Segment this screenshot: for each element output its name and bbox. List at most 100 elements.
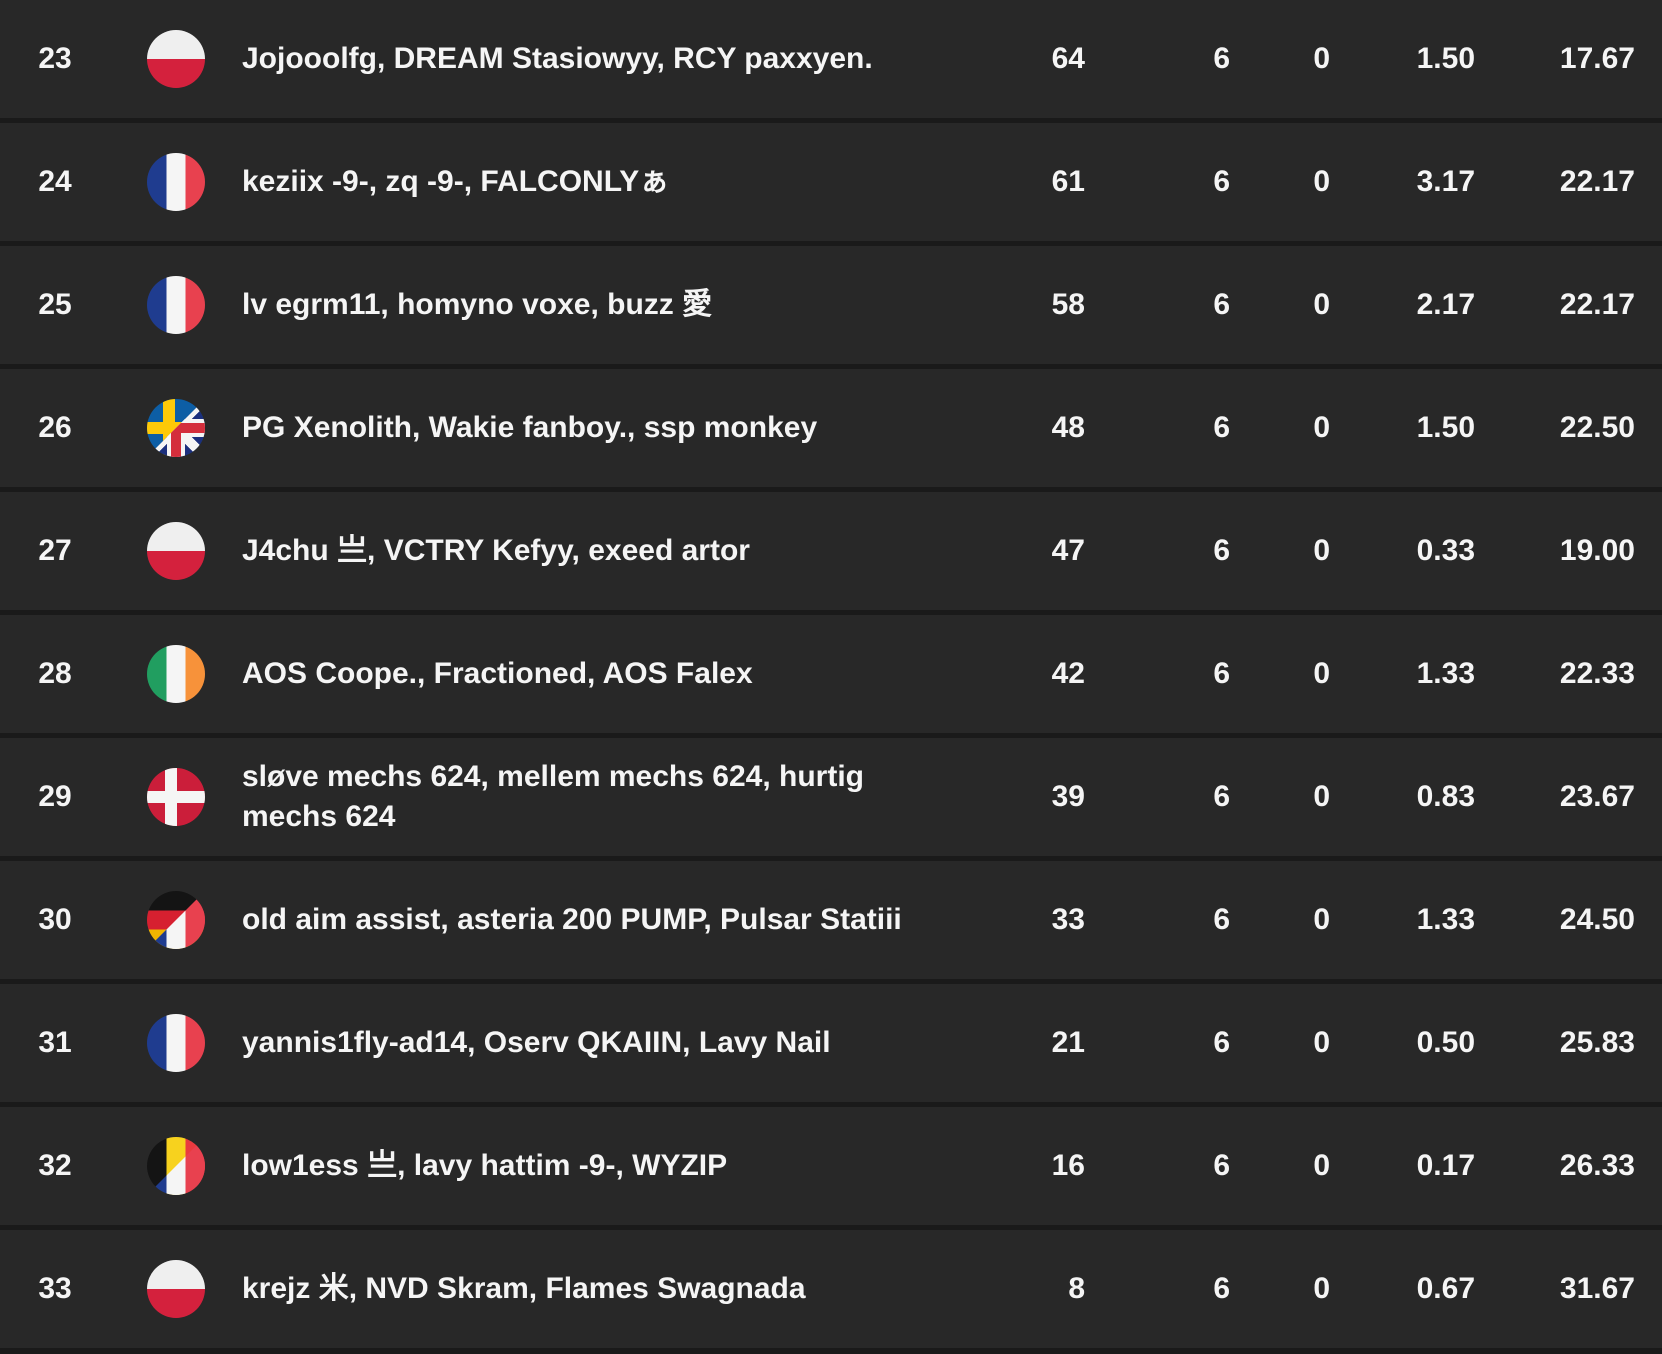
stat-matches: 6 <box>1213 1149 1230 1182</box>
stat-ratio: 0.50 <box>1416 1026 1475 1059</box>
rank-number: 32 <box>38 1149 72 1182</box>
rank-number: 33 <box>38 1272 72 1305</box>
flag-cell <box>110 1260 242 1318</box>
table-row[interactable]: 23 Jojooolfg, DREAM Stasiowyy, RCY paxxy… <box>0 0 1662 118</box>
team-players-label: keziix -9-, zq -9-, FALCONLYぁ <box>242 164 670 198</box>
rank-number: 30 <box>38 903 72 936</box>
table-row[interactable]: 32 low1ess 亗, lavy hattim -9-, WYZIP 16 … <box>0 1107 1662 1225</box>
flag-poland-icon <box>147 522 205 580</box>
flag-germany-france-icon <box>147 891 205 949</box>
stat-ratio: 1.50 <box>1416 411 1475 444</box>
rank-number: 24 <box>38 165 72 198</box>
stat-points: 42 <box>1051 657 1085 690</box>
stat-average: 22.17 <box>1559 288 1635 321</box>
table-row[interactable]: 27 J4chu 亗, VCTRY Kefyy, exeed artor 47 … <box>0 492 1662 610</box>
flag-cell <box>110 1137 242 1195</box>
table-row[interactable]: 25 lv egrm11, homyno voxe, buzz 愛 58 6 0… <box>0 246 1662 364</box>
flag-ireland-icon <box>147 645 205 703</box>
table-row[interactable]: 24 keziix -9-, zq -9-, FALCONLYぁ 61 6 0 … <box>0 123 1662 241</box>
flag-france-icon <box>147 1014 205 1072</box>
stat-zero: 0 <box>1313 903 1330 936</box>
stat-zero: 0 <box>1313 534 1330 567</box>
team-players-label: low1ess 亗, lavy hattim -9-, WYZIP <box>242 1148 728 1182</box>
stat-matches: 6 <box>1213 1026 1230 1059</box>
stat-average: 26.33 <box>1559 1149 1635 1182</box>
flag-cell <box>110 522 242 580</box>
table-row[interactable]: 31 yannis1fly-ad14, Oserv QKAIIN, Lavy N… <box>0 984 1662 1102</box>
team-players-label: lv egrm11, homyno voxe, buzz 愛 <box>242 287 713 321</box>
stat-zero: 0 <box>1313 780 1330 813</box>
flag-cell <box>110 399 242 457</box>
rank-number: 26 <box>38 411 72 444</box>
team-players-label: J4chu 亗, VCTRY Kefyy, exeed artor <box>242 533 750 567</box>
stat-average: 22.17 <box>1559 165 1635 198</box>
stat-points: 64 <box>1051 42 1085 75</box>
stat-average: 19.00 <box>1559 534 1635 567</box>
stat-matches: 6 <box>1213 903 1230 936</box>
stat-ratio: 2.17 <box>1416 288 1475 321</box>
rank-number: 23 <box>38 42 72 75</box>
stat-average: 22.50 <box>1559 411 1635 444</box>
flag-poland-icon <box>147 1260 205 1318</box>
stat-average: 31.67 <box>1559 1272 1635 1305</box>
flag-sweden-uk-icon <box>147 399 205 457</box>
stat-zero: 0 <box>1313 1272 1330 1305</box>
flag-cell <box>110 891 242 949</box>
stat-ratio: 0.83 <box>1416 780 1475 813</box>
stat-average: 17.67 <box>1559 42 1635 75</box>
flag-cell <box>110 276 242 334</box>
stat-points: 58 <box>1051 288 1085 321</box>
flag-cell <box>110 768 242 826</box>
rank-number: 29 <box>38 780 72 813</box>
stat-average: 25.83 <box>1559 1026 1635 1059</box>
rank-number: 28 <box>38 657 72 690</box>
stat-ratio: 0.17 <box>1416 1149 1475 1182</box>
flag-denmark-icon <box>147 768 205 826</box>
team-players-label: yannis1fly-ad14, Oserv QKAIIN, Lavy Nail <box>242 1025 831 1059</box>
stat-matches: 6 <box>1213 42 1230 75</box>
rank-number: 27 <box>38 534 72 567</box>
stat-zero: 0 <box>1313 165 1330 198</box>
rank-number: 25 <box>38 288 72 321</box>
stat-zero: 0 <box>1313 42 1330 75</box>
flag-cell <box>110 645 242 703</box>
stat-average: 22.33 <box>1559 657 1635 690</box>
table-row[interactable]: 26 PG Xenolith, Wakie fanboy., ssp monke… <box>0 369 1662 487</box>
table-row[interactable]: 33 krejz 米, NVD Skram, Flames Swagnada 8… <box>0 1230 1662 1348</box>
flag-poland-icon <box>147 30 205 88</box>
stat-matches: 6 <box>1213 288 1230 321</box>
rank-number: 31 <box>38 1026 72 1059</box>
stat-points: 48 <box>1051 411 1085 444</box>
stat-points: 61 <box>1051 165 1085 198</box>
stat-zero: 0 <box>1313 657 1330 690</box>
stat-matches: 6 <box>1213 534 1230 567</box>
stat-ratio: 0.33 <box>1416 534 1475 567</box>
stat-ratio: 3.17 <box>1416 165 1475 198</box>
stat-ratio: 1.33 <box>1416 903 1475 936</box>
stat-points: 47 <box>1051 534 1085 567</box>
flag-france-icon <box>147 276 205 334</box>
stat-matches: 6 <box>1213 411 1230 444</box>
flag-cell <box>110 1014 242 1072</box>
stat-points: 33 <box>1051 903 1085 936</box>
table-row[interactable]: 28 AOS Coope., Fractioned, AOS Falex 42 … <box>0 615 1662 733</box>
team-players-label: krejz 米, NVD Skram, Flames Swagnada <box>242 1271 806 1305</box>
stat-points: 8 <box>1068 1272 1085 1305</box>
stat-points: 21 <box>1051 1026 1085 1059</box>
stat-zero: 0 <box>1313 1149 1330 1182</box>
table-row[interactable]: 29 sløve mechs 624, mellem mechs 624, hu… <box>0 738 1662 856</box>
table-row[interactable]: 30 old aim assist, asteria 200 PUMP, Pul… <box>0 861 1662 979</box>
stat-points: 39 <box>1051 780 1085 813</box>
team-players-label: PG Xenolith, Wakie fanboy., ssp monkey <box>242 410 818 444</box>
stat-ratio: 0.67 <box>1416 1272 1475 1305</box>
team-players-label: old aim assist, asteria 200 PUMP, Pulsar… <box>242 902 902 936</box>
stat-matches: 6 <box>1213 780 1230 813</box>
stat-zero: 0 <box>1313 411 1330 444</box>
team-players-label: Jojooolfg, DREAM Stasiowyy, RCY paxxyen. <box>242 41 873 75</box>
stat-zero: 0 <box>1313 1026 1330 1059</box>
stat-zero: 0 <box>1313 288 1330 321</box>
stat-ratio: 1.50 <box>1416 42 1475 75</box>
stat-average: 24.50 <box>1559 903 1635 936</box>
flag-cell <box>110 153 242 211</box>
